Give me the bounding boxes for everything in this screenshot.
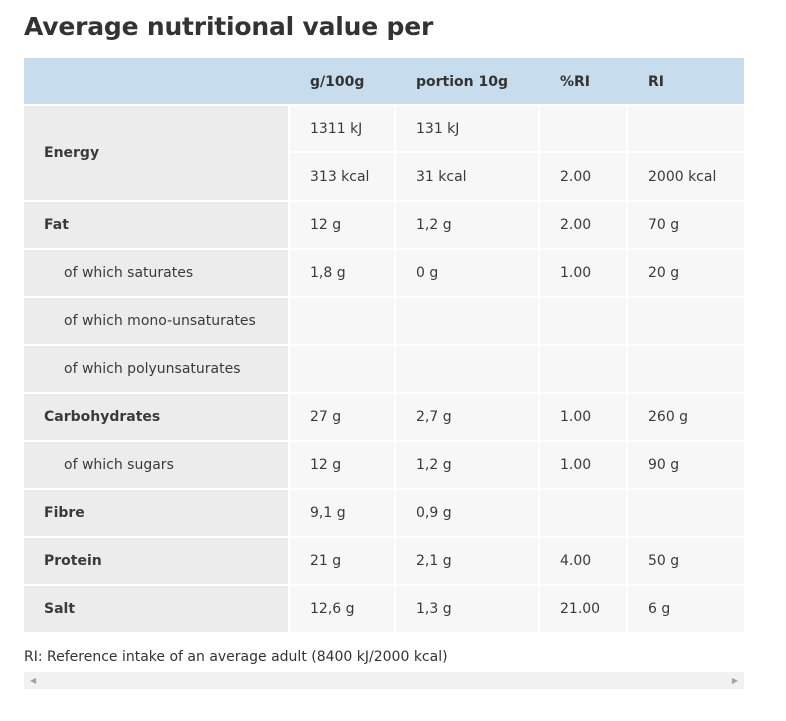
value-portion: 2,1 g: [396, 538, 540, 584]
row-label: Fibre: [24, 490, 290, 536]
value-portion: 1,3 g: [396, 586, 540, 632]
value-g100: 1,8 g: [290, 250, 396, 296]
value-ri: [628, 490, 744, 536]
value-ri: 260 g: [628, 394, 744, 440]
table-row: Protein 21 g 2,1 g 4.00 50 g: [24, 538, 744, 586]
header-ri: RI: [648, 74, 664, 90]
table-row-energy: Energy 1311 kJ 313 kcal 131 kJ 31 kcal 2…: [24, 106, 744, 202]
row-label: of which polyunsaturates: [24, 346, 290, 392]
row-label: Salt: [24, 586, 290, 632]
row-label: Carbohydrates: [24, 394, 290, 440]
header-label-col: [24, 58, 290, 104]
value-ri: 20 g: [628, 250, 744, 296]
value-portion: 0,9 g: [396, 490, 540, 536]
value-portion: 1,2 g: [396, 202, 540, 248]
value-ri: 6 g: [628, 586, 744, 632]
table-row: of which sugars 12 g 1,2 g 1.00 90 g: [24, 442, 744, 490]
value-ri-percent: 1.00: [540, 442, 628, 488]
energy-kcal-ri-percent: 2.00: [540, 153, 626, 200]
row-label: Energy: [24, 106, 290, 200]
value-ri: 70 g: [628, 202, 744, 248]
horizontal-scrollbar[interactable]: ◀ ▶: [24, 672, 744, 689]
value-ri-percent: [540, 298, 628, 344]
table-row: Carbohydrates 27 g 2,7 g 1.00 260 g: [24, 394, 744, 442]
row-label: of which sugars: [24, 442, 290, 488]
energy-kj-g100: 1311 kJ: [290, 106, 394, 153]
value-portion: 1,2 g: [396, 442, 540, 488]
value-portion: [396, 298, 540, 344]
nutrition-table: g/100g portion 10g %RI RI Energy 1311 kJ…: [24, 58, 744, 634]
value-ri-percent: [540, 346, 628, 392]
value-g100: 12 g: [290, 442, 396, 488]
arrow-right-icon[interactable]: ▶: [731, 676, 738, 685]
table-row: Salt 12,6 g 1,3 g 21.00 6 g: [24, 586, 744, 634]
value-g100: [290, 298, 396, 344]
value-ri: [628, 298, 744, 344]
row-label: Protein: [24, 538, 290, 584]
table-row: of which mono-unsaturates: [24, 298, 744, 346]
value-g100: [290, 346, 396, 392]
value-g100: 12,6 g: [290, 586, 396, 632]
footnote: RI: Reference intake of an average adult…: [24, 649, 448, 665]
header-g100: g/100g: [310, 74, 365, 90]
energy-g100-cells: 1311 kJ 313 kcal: [290, 106, 396, 200]
value-portion: 2,7 g: [396, 394, 540, 440]
header-portion: portion 10g: [416, 74, 508, 90]
table-row: Fat 12 g 1,2 g 2.00 70 g: [24, 202, 744, 250]
value-ri: 90 g: [628, 442, 744, 488]
page-title: Average nutritional value per: [24, 12, 434, 41]
value-ri-percent: 1.00: [540, 250, 628, 296]
value-g100: 21 g: [290, 538, 396, 584]
value-ri: 50 g: [628, 538, 744, 584]
value-portion: 0 g: [396, 250, 540, 296]
energy-kj-ri: [628, 106, 744, 153]
energy-kcal-portion: 31 kcal: [396, 153, 538, 200]
value-ri-percent: 21.00: [540, 586, 628, 632]
header-ri-percent: %RI: [560, 74, 591, 90]
value-ri-percent: [540, 490, 628, 536]
energy-kcal-ri: 2000 kcal: [628, 153, 744, 200]
energy-ri-percent-cells: 2.00: [540, 106, 628, 200]
row-label: Fat: [24, 202, 290, 248]
energy-kj-ri-percent: [540, 106, 626, 153]
energy-portion-cells: 131 kJ 31 kcal: [396, 106, 540, 200]
value-ri-percent: 4.00: [540, 538, 628, 584]
energy-kcal-g100: 313 kcal: [290, 153, 394, 200]
value-portion: [396, 346, 540, 392]
value-ri-percent: 2.00: [540, 202, 628, 248]
row-label: of which saturates: [24, 250, 290, 296]
value-g100: 9,1 g: [290, 490, 396, 536]
energy-ri-cells: 2000 kcal: [628, 106, 744, 200]
value-g100: 12 g: [290, 202, 396, 248]
energy-kj-portion: 131 kJ: [396, 106, 538, 153]
table-row: of which polyunsaturates: [24, 346, 744, 394]
value-ri: [628, 346, 744, 392]
arrow-left-icon[interactable]: ◀: [30, 676, 37, 685]
value-ri-percent: 1.00: [540, 394, 628, 440]
row-label: of which mono-unsaturates: [24, 298, 290, 344]
table-row: Fibre 9,1 g 0,9 g: [24, 490, 744, 538]
table-header: g/100g portion 10g %RI RI: [24, 58, 744, 106]
value-g100: 27 g: [290, 394, 396, 440]
